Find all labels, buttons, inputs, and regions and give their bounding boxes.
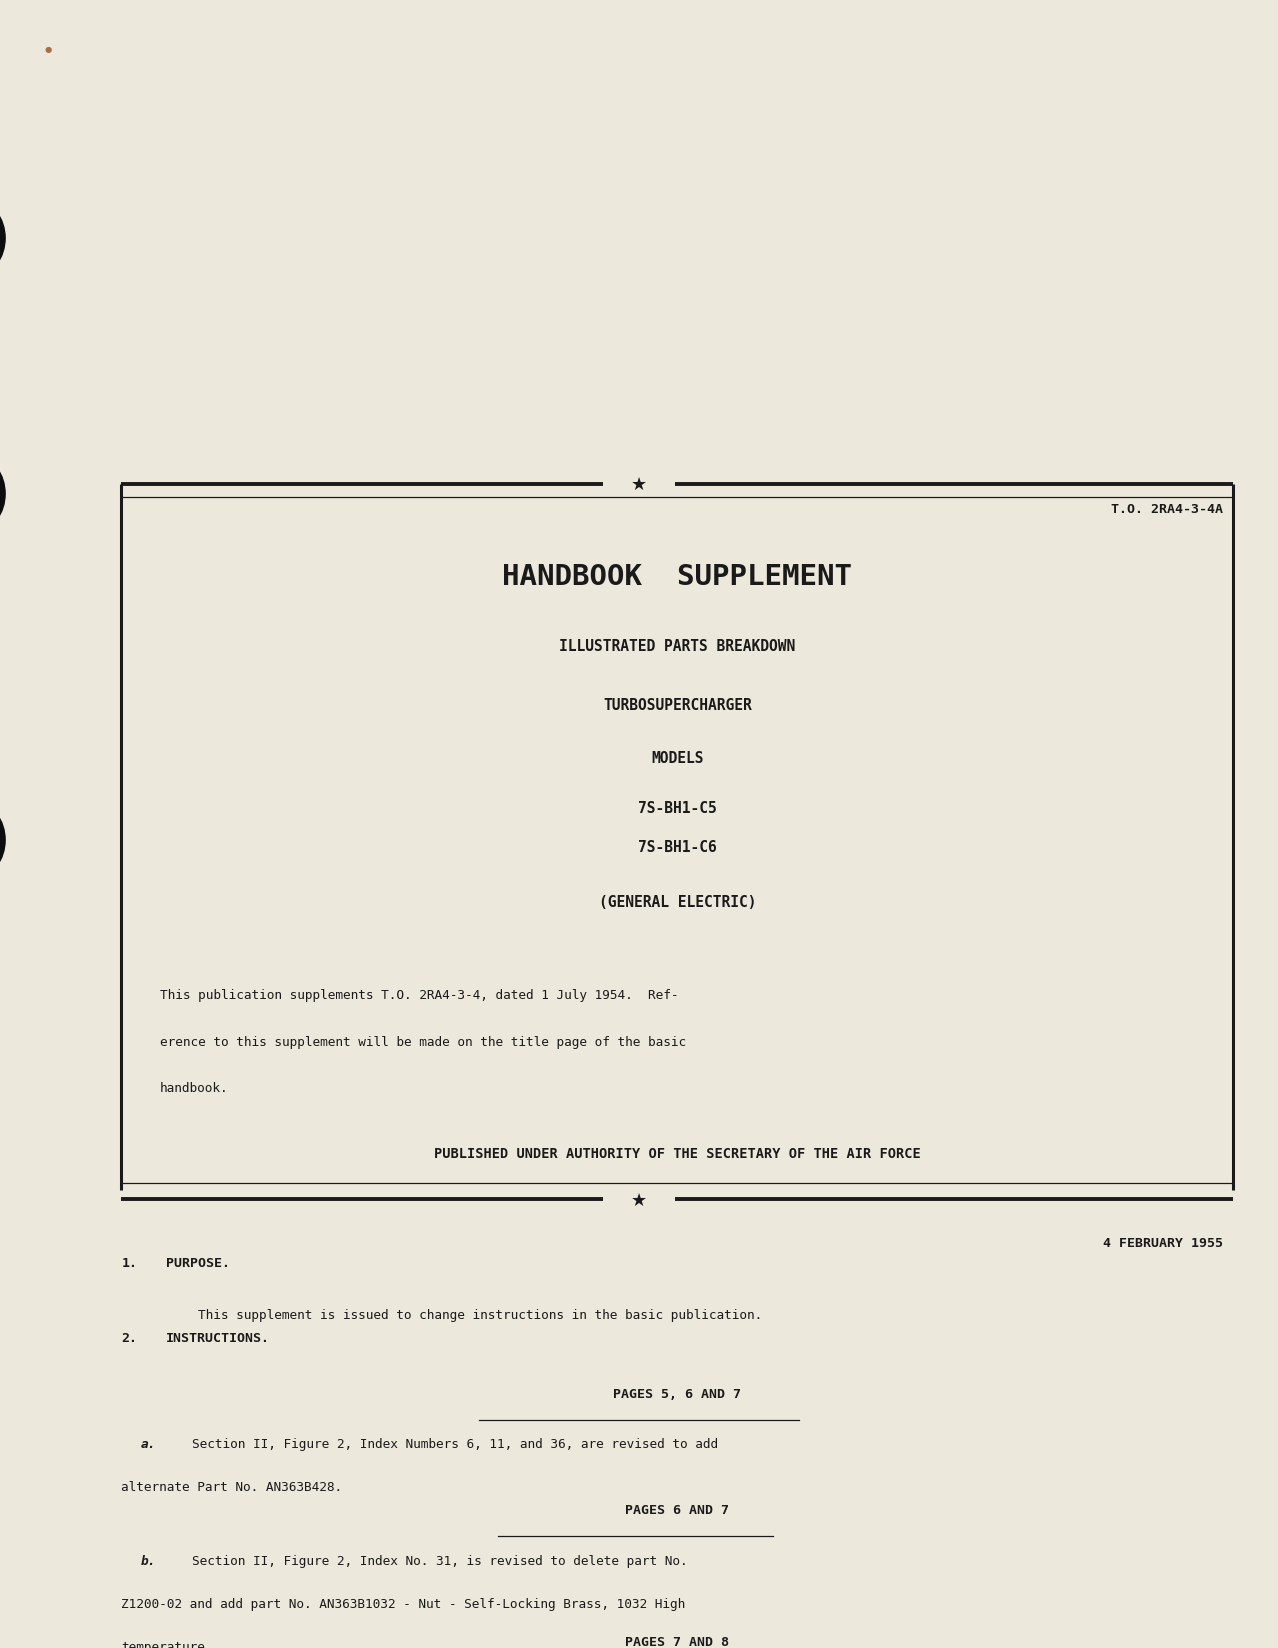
Text: 1.: 1. — [121, 1256, 138, 1269]
Text: ★: ★ — [631, 1192, 647, 1208]
Text: TURBOSUPERCHARGER: TURBOSUPERCHARGER — [603, 697, 751, 714]
Text: This publication supplements T.O. 2RA4-3-4, dated 1 July 1954.  Ref-: This publication supplements T.O. 2RA4-3… — [160, 989, 679, 1002]
Text: alternate Part No. AN363B428.: alternate Part No. AN363B428. — [121, 1480, 343, 1493]
Text: Z1200-02 and add part No. AN363B1032 - Nut - Self-Locking Brass, 1032 High: Z1200-02 and add part No. AN363B1032 - N… — [121, 1597, 686, 1610]
Text: PAGES 7 AND 8: PAGES 7 AND 8 — [625, 1635, 730, 1648]
Circle shape — [0, 458, 5, 531]
Text: b.: b. — [141, 1554, 156, 1567]
Text: INSTRUCTIONS.: INSTRUCTIONS. — [166, 1332, 270, 1345]
Text: ★: ★ — [631, 476, 647, 493]
Circle shape — [0, 203, 5, 275]
Text: ●: ● — [45, 44, 52, 54]
Text: PAGES 5, 6 AND 7: PAGES 5, 6 AND 7 — [613, 1388, 741, 1401]
Text: MODELS: MODELS — [651, 750, 704, 766]
Text: 7S-BH1-C6: 7S-BH1-C6 — [638, 839, 717, 855]
Text: a.: a. — [141, 1437, 156, 1450]
Text: temperature.: temperature. — [121, 1640, 213, 1648]
Text: Section II, Figure 2, Index No. 31, is revised to delete part No.: Section II, Figure 2, Index No. 31, is r… — [192, 1554, 688, 1567]
Text: This supplement is issued to change instructions in the basic publication.: This supplement is issued to change inst… — [198, 1309, 763, 1322]
Text: PUBLISHED UNDER AUTHORITY OF THE SECRETARY OF THE AIR FORCE: PUBLISHED UNDER AUTHORITY OF THE SECRETA… — [435, 1147, 920, 1160]
Text: HANDBOOK  SUPPLEMENT: HANDBOOK SUPPLEMENT — [502, 564, 852, 590]
Text: 4 FEBRUARY 1955: 4 FEBRUARY 1955 — [1103, 1236, 1223, 1249]
Text: (GENERAL ELECTRIC): (GENERAL ELECTRIC) — [598, 893, 757, 910]
Text: T.O. 2RA4-3-4A: T.O. 2RA4-3-4A — [1111, 503, 1223, 516]
Circle shape — [0, 804, 5, 877]
Text: PAGES 6 AND 7: PAGES 6 AND 7 — [625, 1503, 730, 1516]
Text: PURPOSE.: PURPOSE. — [166, 1256, 230, 1269]
Text: 7S-BH1-C5: 7S-BH1-C5 — [638, 799, 717, 816]
Text: handbook.: handbook. — [160, 1081, 229, 1094]
Text: ILLUSTRATED PARTS BREAKDOWN: ILLUSTRATED PARTS BREAKDOWN — [560, 638, 795, 654]
Text: erence to this supplement will be made on the title page of the basic: erence to this supplement will be made o… — [160, 1035, 686, 1048]
Text: 2.: 2. — [121, 1332, 138, 1345]
Text: Section II, Figure 2, Index Numbers 6, 11, and 36, are revised to add: Section II, Figure 2, Index Numbers 6, 1… — [192, 1437, 718, 1450]
